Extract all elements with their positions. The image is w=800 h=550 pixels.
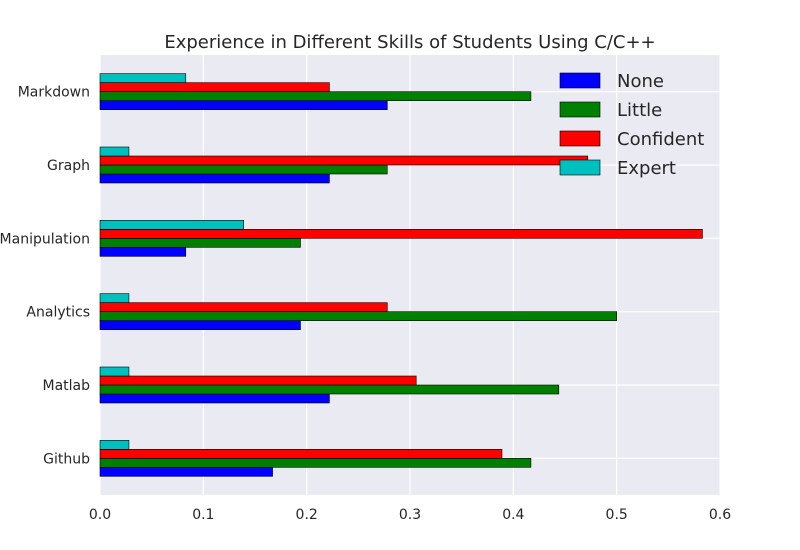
bar-none-matlab	[99, 393, 330, 404]
legend-label-expert: Expert	[617, 158, 676, 179]
legend-swatch-expert	[559, 159, 601, 176]
bar-expert-matlab	[99, 366, 130, 377]
bar-none-analytics	[99, 320, 301, 330]
bar-none-manipulation	[99, 247, 187, 257]
bar-expert-analytics	[99, 293, 130, 303]
tick-labels: 0.0 0.1 0.2 0.3 0.4 0.5 0.6 Github Matlab Analyti…	[0, 85, 731, 523]
bar-none-github	[99, 467, 273, 477]
legend-label-confident: Confident	[617, 129, 704, 150]
bar-expert-github	[99, 440, 130, 450]
y-tick-label: Graph	[47, 158, 90, 174]
x-tick-label: 0.1	[192, 507, 214, 523]
bar-expert-markdown	[99, 73, 187, 83]
bar-confident-graph	[99, 155, 589, 166]
bar-none-graph	[99, 173, 330, 184]
bar-confident-github	[99, 449, 503, 459]
y-tick-label: Matlab	[42, 378, 90, 394]
y-tick-label: Analytics	[26, 305, 90, 321]
bar-expert-graph	[99, 146, 130, 157]
legend-label-none: None	[617, 71, 664, 92]
bar-little-matlab	[99, 384, 560, 395]
legend-label-little: Little	[617, 100, 662, 121]
y-tick-label: Github	[43, 451, 90, 467]
bar-little-github	[99, 458, 532, 468]
bar-little-manipulation	[99, 238, 301, 248]
y-tick-label: Markdown	[18, 85, 90, 101]
bar-little-analytics	[99, 311, 617, 321]
x-tick-label: 0.0	[89, 507, 111, 523]
bar-expert-manipulation	[99, 220, 244, 230]
legend-swatch-little	[559, 101, 601, 118]
bar-confident-markdown	[99, 82, 330, 92]
legend: None Little Confident Expert	[559, 71, 704, 179]
bars	[99, 73, 703, 477]
bar-confident-manipulation	[99, 229, 703, 239]
x-tick-label: 0.2	[296, 507, 318, 523]
legend-swatch-confident	[559, 130, 601, 147]
bar-little-graph	[99, 164, 388, 175]
bar-confident-matlab	[99, 375, 417, 386]
x-tick-label: 0.4	[502, 507, 524, 523]
x-tick-label: 0.3	[399, 507, 421, 523]
legend-swatch-none	[559, 72, 601, 89]
y-tick-label: Manipulation	[0, 231, 90, 247]
x-tick-label: 0.5	[606, 507, 628, 523]
chart-title: Experience in Different Skills of Studen…	[164, 32, 655, 53]
bar-none-markdown	[99, 100, 388, 110]
bar-confident-analytics	[99, 302, 388, 312]
x-tick-label: 0.6	[709, 507, 731, 523]
bar-little-markdown	[99, 91, 532, 101]
